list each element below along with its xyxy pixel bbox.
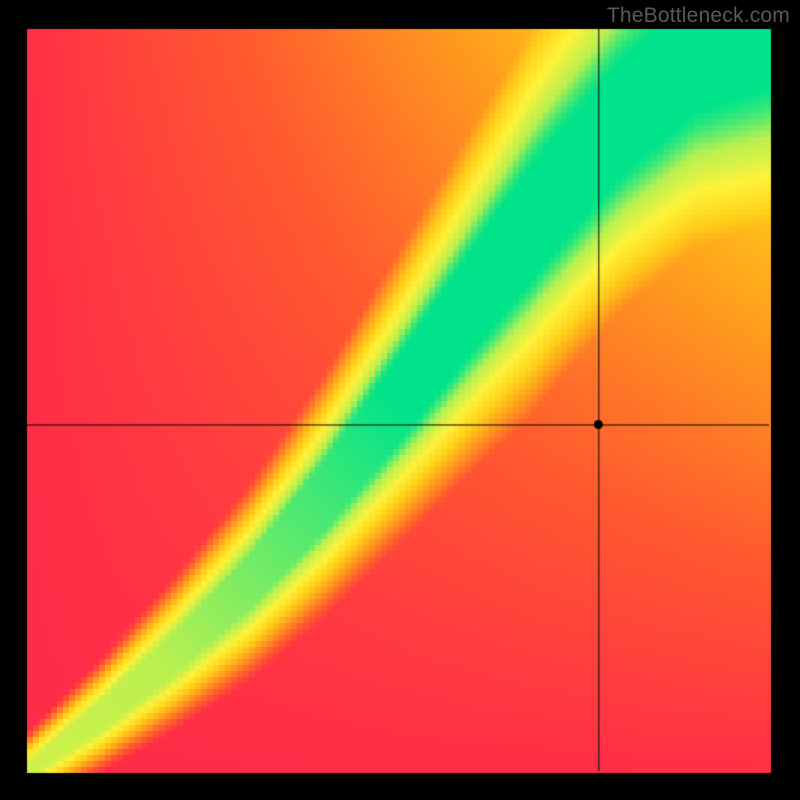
watermark-text: TheBottleneck.com	[607, 4, 790, 28]
bottleneck-heatmap	[0, 0, 800, 800]
